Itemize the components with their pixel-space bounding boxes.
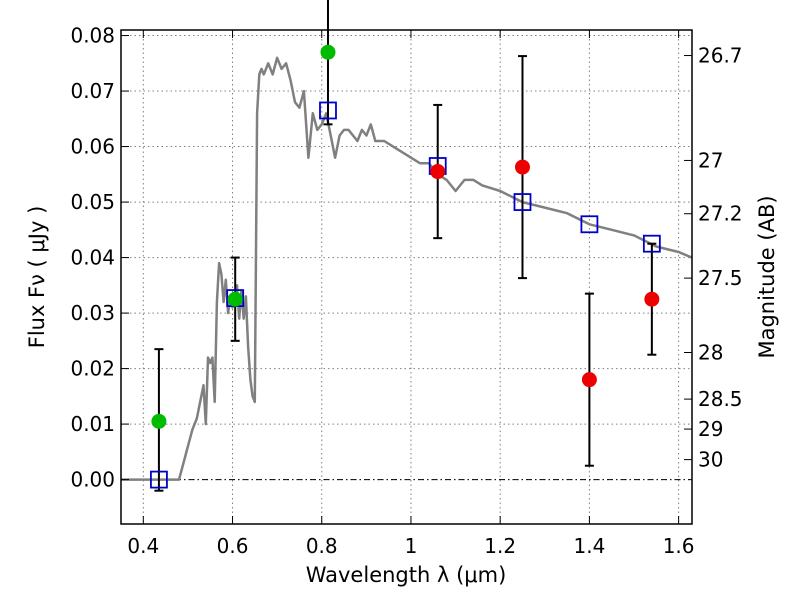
model-flux-square xyxy=(150,470,168,489)
right-tick-label: 26.7 xyxy=(698,44,743,68)
measured-point-nir xyxy=(430,164,446,180)
y-tick-label: 0.01 xyxy=(70,412,115,436)
measured-point-optical xyxy=(227,291,243,307)
y-axis-title: Flux Fν ( μJy ) xyxy=(25,206,49,349)
y-tick-labels: 0.00 0.01 0.02 0.03 0.04 0.05 0.06 0.07 0.08 xyxy=(70,24,115,492)
y-tick-label: 0.02 xyxy=(70,357,115,381)
x-tick-label: 0.8 xyxy=(306,534,338,558)
right-tick-label: 28 xyxy=(698,340,723,364)
right-tick-label: 27.5 xyxy=(698,266,743,290)
model-spectrum-line xyxy=(121,56,693,481)
y-tick-label: 0.07 xyxy=(70,79,115,103)
x-tick-label: 1 xyxy=(405,534,418,558)
y-tick-label: 0.05 xyxy=(70,190,115,214)
x-tick-label: 1.6 xyxy=(663,534,695,558)
y-tick-label: 0.04 xyxy=(70,246,115,270)
plot-frame xyxy=(120,29,693,525)
x-tick-label: 0.6 xyxy=(217,534,249,558)
model-flux-square xyxy=(319,101,337,120)
right-tick-label: 30 xyxy=(698,448,723,472)
y-tick-label: 0.00 xyxy=(70,468,115,492)
measured-point-nir xyxy=(644,291,660,307)
tick-marks xyxy=(121,30,692,524)
right-tick-label: 27.2 xyxy=(698,202,743,226)
x-tick-label: 0.4 xyxy=(127,534,159,558)
measured-layer xyxy=(151,44,660,429)
right-tick-label: 27 xyxy=(698,148,723,172)
model-flux-square xyxy=(580,215,599,234)
y-tick-label: 0.08 xyxy=(70,24,115,48)
spectrum-layer xyxy=(121,56,693,481)
y-tick-label: 0.06 xyxy=(70,135,115,159)
model-flux-square xyxy=(642,234,661,253)
x-axis-title: Wavelength λ (μm) xyxy=(306,563,507,587)
measured-point-nir xyxy=(514,159,530,175)
x-tick-label: 1.2 xyxy=(484,534,516,558)
y2-axis-title: Magnitude (AB) xyxy=(755,195,779,358)
x-tick-labels: 0.4 0.6 0.8 1 1.2 1.4 1.6 xyxy=(127,534,694,558)
model-flux-square xyxy=(513,193,532,211)
right-tick-label: 28.5 xyxy=(698,387,743,411)
measured-point-optical xyxy=(151,413,167,429)
measured-point-optical xyxy=(320,44,336,60)
measured-point-nir xyxy=(581,372,597,388)
x-tick-label: 1.4 xyxy=(573,534,605,558)
y-tick-label: 0.03 xyxy=(70,301,115,325)
right-tick-labels: 26.7 27 27.2 27.5 28 28.5 29 30 xyxy=(698,44,743,472)
right-tick-label: 29 xyxy=(698,417,723,441)
